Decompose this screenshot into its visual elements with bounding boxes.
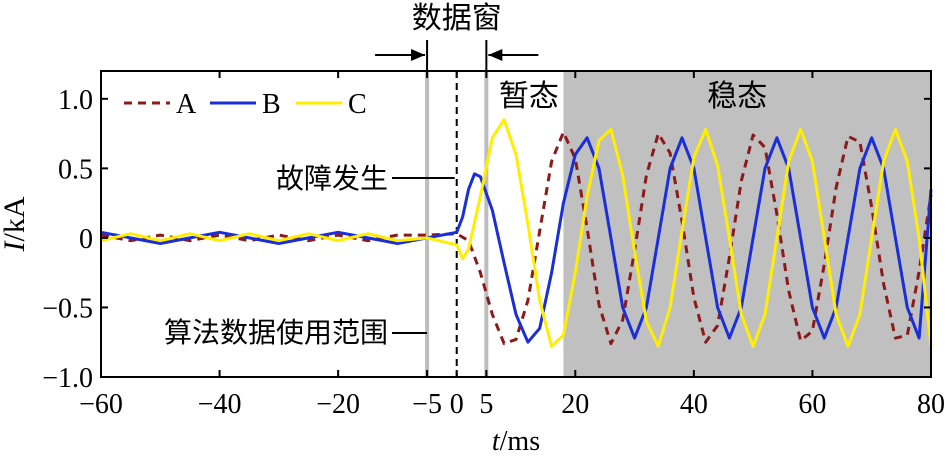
x-axis-label-unit: /ms [500,426,540,457]
x-tick-label: −5 [412,389,442,420]
y-axis-label-unit: /kA [0,196,31,241]
algorithm-range-label: 算法数据使用范围 [164,317,388,349]
x-axis-label-var: t [492,426,501,457]
series-layer [100,118,933,348]
x-tick-label: −40 [198,389,242,420]
legend-label-b: B [262,89,281,120]
y-axis-label-var: I [0,240,31,253]
series-line-c [100,118,933,348]
y-tick-label: 1.0 [58,85,93,116]
y-tick-label: −0.5 [42,293,93,324]
x-tick-label: 40 [680,389,708,420]
fault-occurrence-label: 故障发生 [276,163,388,195]
x-tick-label: 5 [479,389,493,420]
series-line-a [100,130,933,346]
x-tick-label: 0 [450,389,464,420]
y-tick-label: 0 [79,224,93,255]
x-tick-label: −20 [316,389,360,420]
data-window-label: 数据窗 [412,2,502,35]
reference-lines [425,71,489,377]
x-tick-label: 20 [561,389,589,420]
legend-label-a: A [176,89,197,120]
series-line-b [100,136,933,344]
transient-label: 暂态 [499,80,559,113]
x-axis-label: t/ms [492,426,540,457]
legend: A B C [124,89,367,120]
arrowhead-right-icon [411,49,426,61]
y-axis-label: I/kA [0,196,31,252]
x-tick-label: 60 [798,389,826,420]
legend-label-c: C [348,89,367,120]
y-tick-label: 0.5 [58,154,93,185]
plot-frame [100,70,932,378]
tick-layer: −60 −40 −20 −5 0 5 20 40 60 801.00.50−0.5−1.0 [42,71,945,420]
steady-state-region [563,71,931,377]
x-tick-label: 80 [917,389,945,420]
x-tick-label: −60 [79,389,123,420]
steady-state-label: 稳态 [707,80,767,113]
arrowhead-left-icon [488,49,503,61]
y-tick-label: −1.0 [42,363,93,394]
data-window-arrows [375,40,539,71]
